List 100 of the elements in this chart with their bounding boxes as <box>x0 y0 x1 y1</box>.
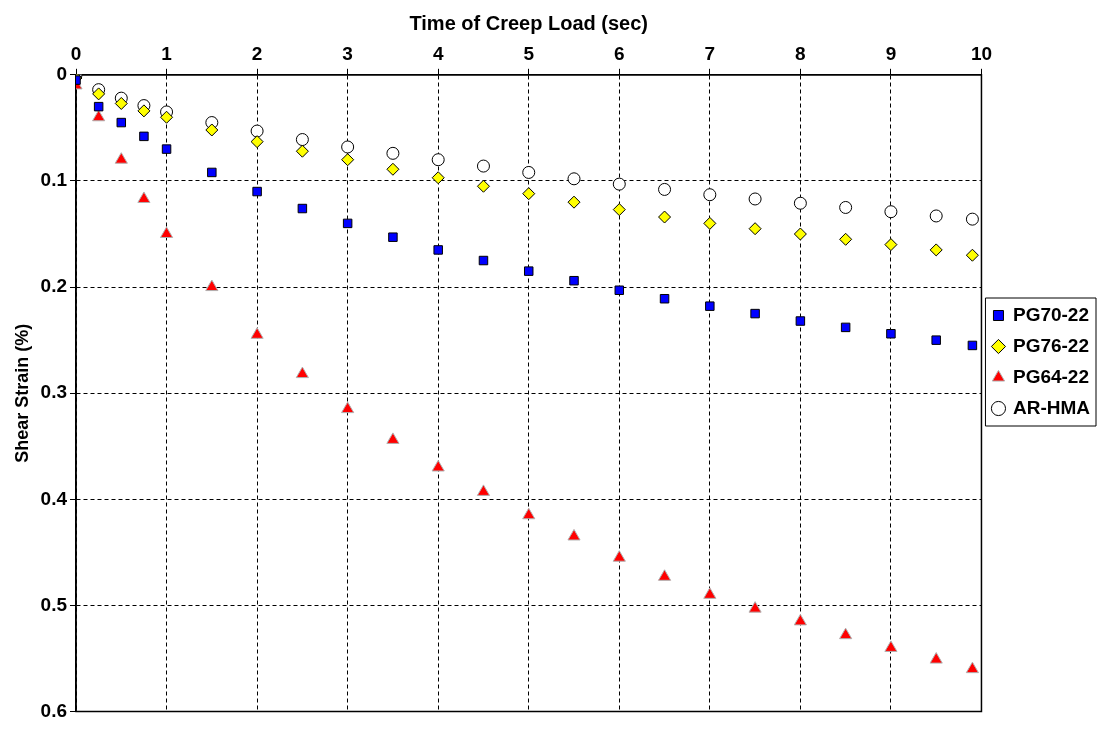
point <box>388 232 398 242</box>
point <box>750 308 760 319</box>
legend-label: PG76-22 <box>1012 334 1090 356</box>
point <box>160 226 174 238</box>
point <box>522 165 536 179</box>
point <box>431 153 445 167</box>
point <box>795 316 806 326</box>
point <box>139 131 149 142</box>
point <box>929 243 943 257</box>
point <box>205 279 219 292</box>
x-tick-label: 3 <box>342 42 353 64</box>
point <box>295 133 309 147</box>
point <box>748 601 762 613</box>
point <box>567 528 581 541</box>
legend-label: PG64-22 <box>1012 365 1090 387</box>
point <box>703 188 717 202</box>
x-axis-title: Time of Creep Load (sec) <box>409 11 649 34</box>
point <box>567 195 581 209</box>
point <box>93 101 104 112</box>
point <box>250 135 264 149</box>
point <box>703 587 717 599</box>
point <box>884 238 898 252</box>
point <box>341 401 355 414</box>
point <box>839 627 853 640</box>
point <box>114 152 128 164</box>
y-tick-label: 0.1 <box>40 169 68 191</box>
point <box>92 109 106 122</box>
legend-label: AR-HMA <box>1012 396 1091 418</box>
point <box>748 222 762 236</box>
point <box>658 210 672 224</box>
y-tick-label: 0.3 <box>40 381 68 403</box>
point <box>839 200 853 214</box>
y-tick-label: 0.6 <box>40 699 68 721</box>
point <box>569 275 579 286</box>
point <box>705 301 715 311</box>
point <box>884 640 898 652</box>
point <box>612 177 626 191</box>
point <box>476 484 491 496</box>
x-tick-label: 6 <box>613 42 625 64</box>
legend-label: PG70-22 <box>1012 303 1090 325</box>
point <box>965 212 979 226</box>
point <box>207 167 217 178</box>
point <box>657 569 672 581</box>
x-tick-label: 0 <box>70 42 82 64</box>
point <box>431 459 445 472</box>
x-tick-label: 1 <box>161 42 173 64</box>
point <box>476 159 490 173</box>
point <box>931 335 941 345</box>
point <box>659 294 670 304</box>
point <box>612 550 626 562</box>
y-tick-label: 0.2 <box>40 275 68 297</box>
point <box>205 123 219 137</box>
point <box>116 117 127 128</box>
point <box>92 87 106 101</box>
point <box>433 245 443 255</box>
point <box>386 432 400 444</box>
y-tick-label: 0.5 <box>40 593 68 615</box>
point <box>929 209 943 223</box>
x-tick-label: 5 <box>523 42 535 64</box>
point <box>137 191 151 203</box>
y-tick-label: 0.4 <box>40 487 68 509</box>
point <box>114 96 128 110</box>
point <box>840 322 851 333</box>
point <box>386 162 400 176</box>
point <box>341 153 355 167</box>
point <box>614 285 625 295</box>
x-tick-label: 9 <box>885 42 897 64</box>
point <box>965 248 979 262</box>
point <box>522 507 536 520</box>
point <box>478 255 489 266</box>
point <box>929 652 943 664</box>
point <box>658 182 672 196</box>
point <box>793 196 807 210</box>
point <box>886 329 896 339</box>
point <box>250 327 264 339</box>
point <box>295 144 309 158</box>
point <box>967 340 978 351</box>
point <box>703 216 717 230</box>
point <box>252 186 262 197</box>
x-tick-label: 4 <box>432 42 444 64</box>
point <box>793 227 807 241</box>
point <box>342 218 353 229</box>
point <box>965 661 979 674</box>
point <box>295 366 309 379</box>
point <box>161 144 172 154</box>
point <box>567 172 581 186</box>
x-tick-label: 7 <box>704 42 716 64</box>
point <box>476 179 490 193</box>
y-axis-title: Shear Strain (%) <box>11 323 32 463</box>
x-tick-label: 8 <box>795 42 806 64</box>
point <box>386 146 400 160</box>
point <box>839 232 853 246</box>
y-tick-label: 0 <box>56 63 68 85</box>
point <box>884 205 898 219</box>
point <box>297 203 308 214</box>
point <box>137 104 151 118</box>
x-tick-label: 10 <box>970 42 993 64</box>
point <box>160 110 174 124</box>
point <box>522 187 536 201</box>
point <box>250 124 264 138</box>
